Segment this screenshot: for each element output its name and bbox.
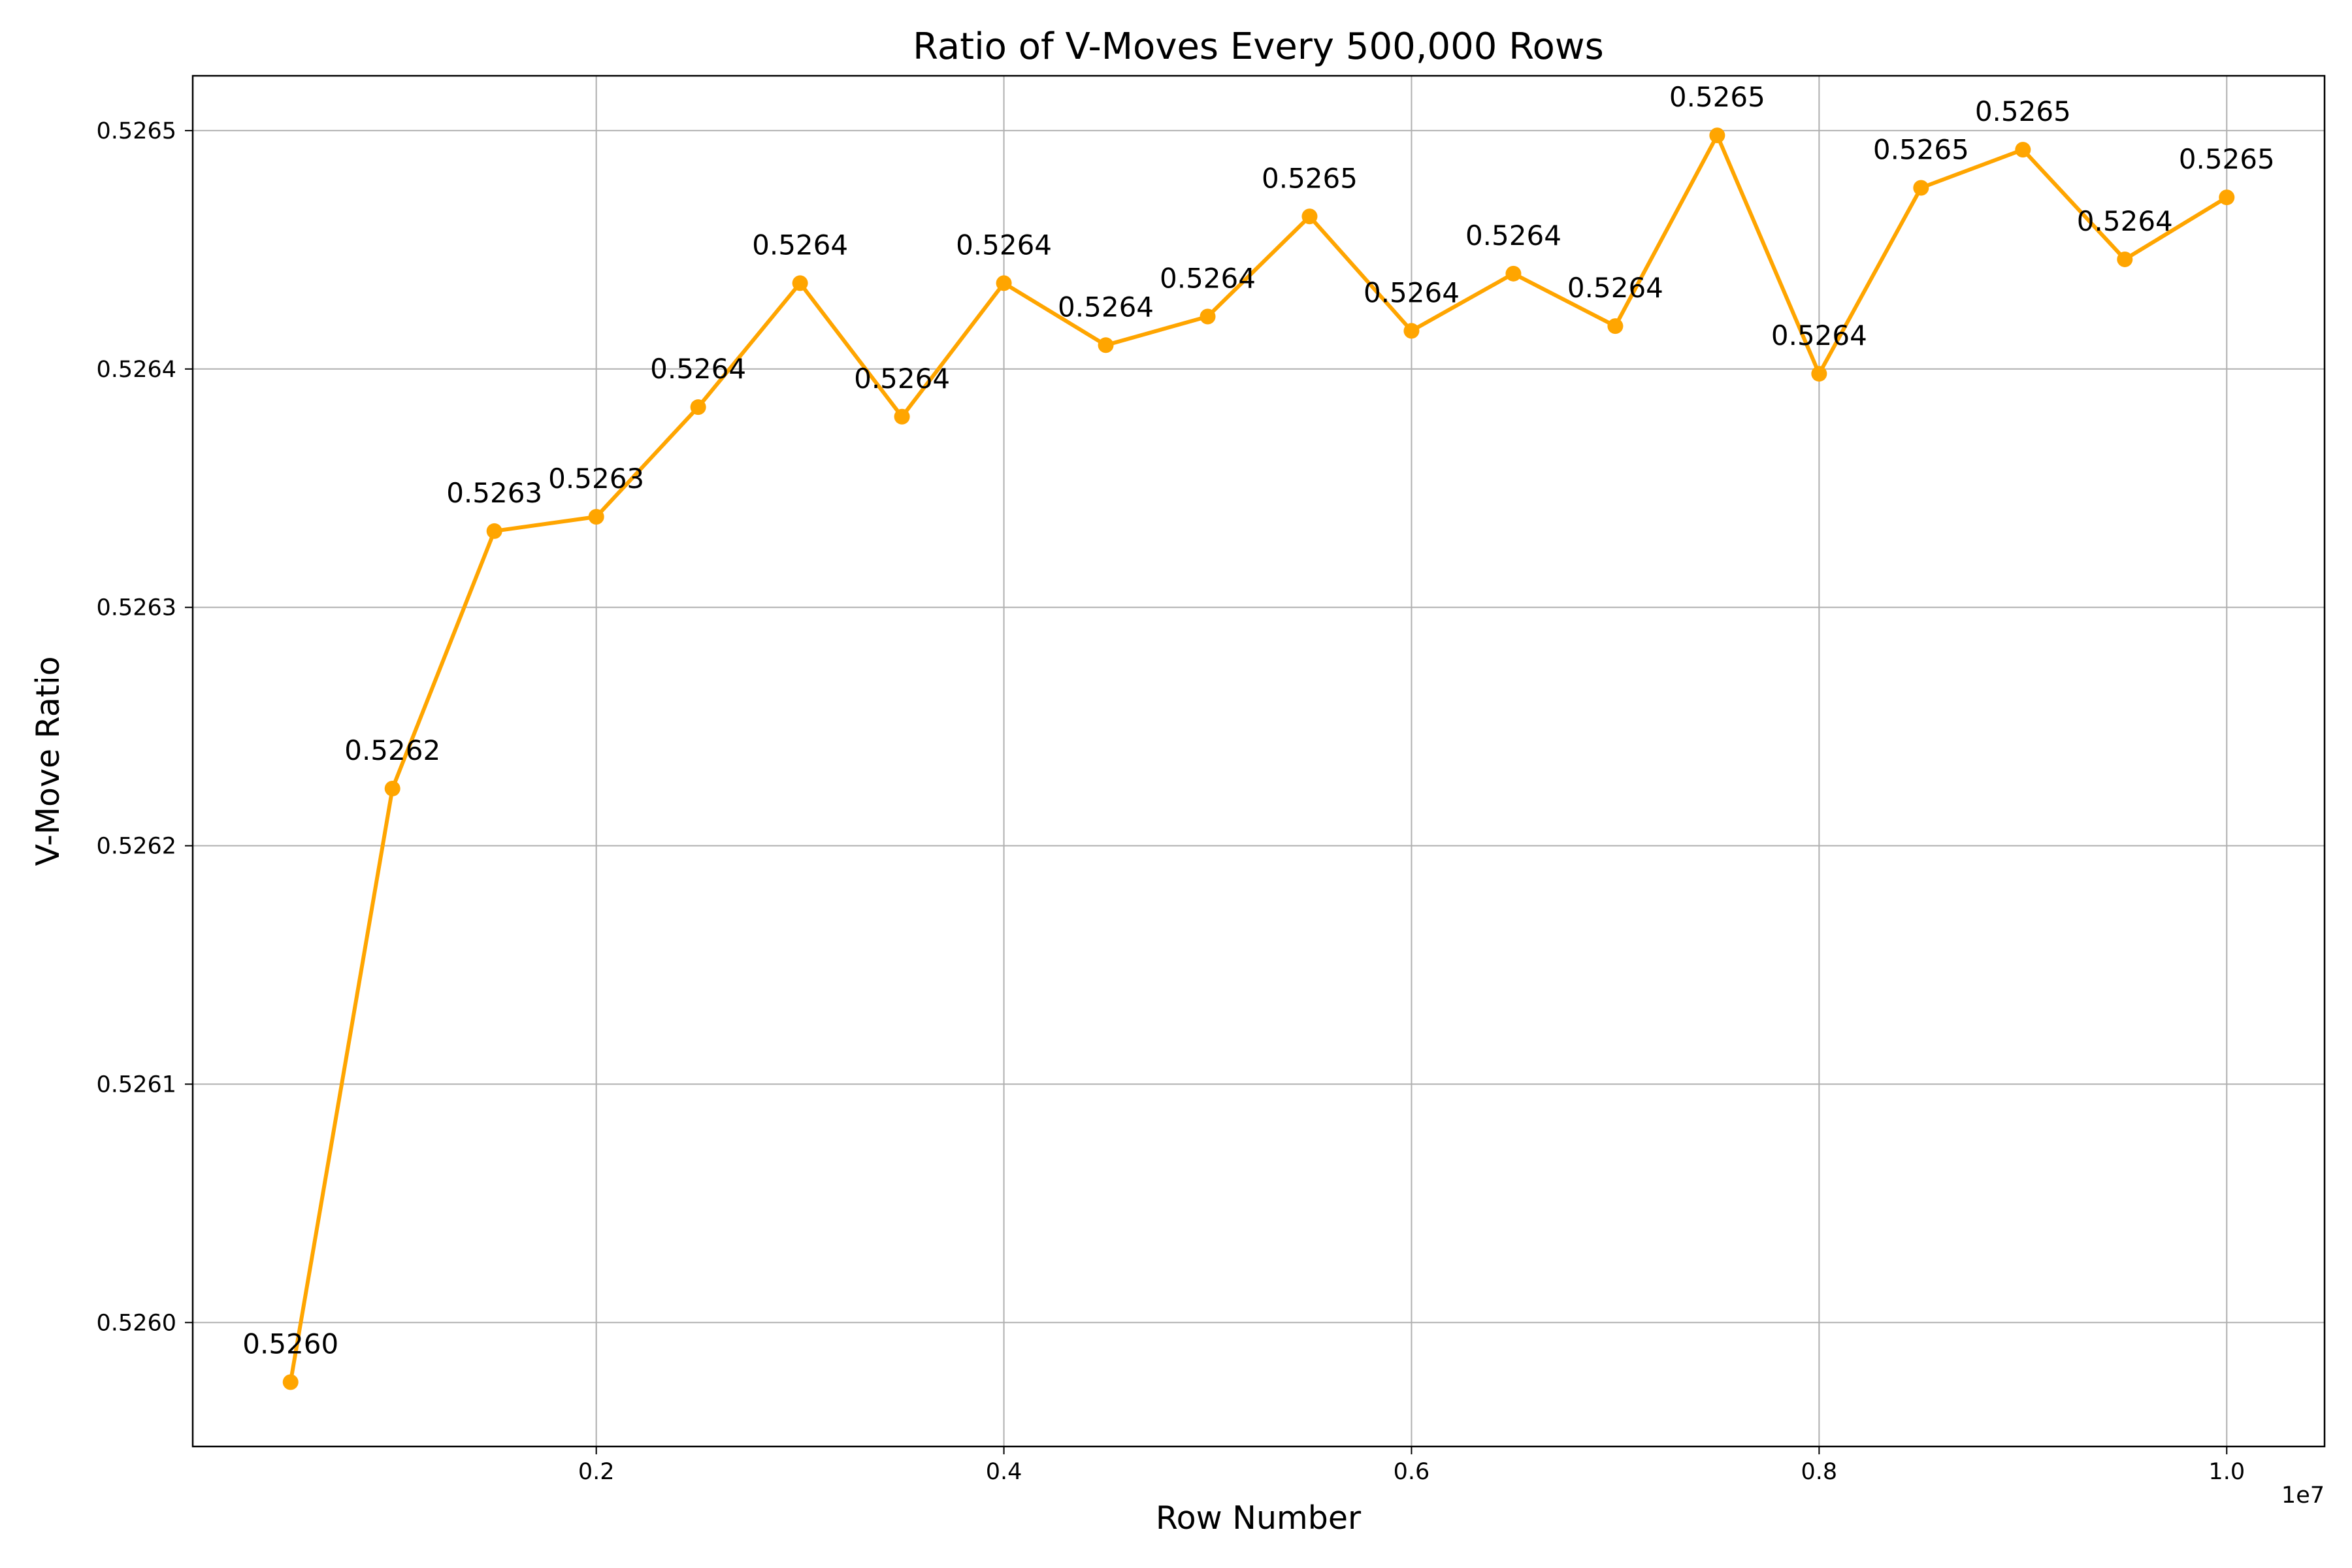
data-point: [2117, 251, 2133, 267]
data-point: [1505, 265, 1522, 282]
data-point: [2015, 142, 2031, 158]
data-point: [690, 399, 706, 416]
data-point: [384, 780, 400, 796]
data-label: 0.5263: [446, 477, 542, 509]
x-tick-label: 0.8: [1801, 1459, 1838, 1485]
data-label: 0.5264: [1771, 319, 1867, 351]
axis-ticks: 0.2 0.4 0.6 0.8 1.00.52600.52610.52620.52630…: [97, 118, 2246, 1485]
data-label: 0.5262: [344, 734, 440, 766]
data-point: [1913, 180, 1929, 196]
x-axis-label: Row Number: [1156, 1499, 1362, 1537]
data-label: 0.5260: [242, 1328, 338, 1360]
data-point: [1709, 127, 1725, 144]
x-axis-offset-label: 1e7: [2281, 1482, 2325, 1509]
data-label: 0.5264: [1567, 272, 1663, 304]
gridlines: [193, 76, 2325, 1446]
data-point: [996, 275, 1012, 291]
plot-area-background: [193, 76, 2325, 1446]
data-point: [894, 408, 910, 425]
chart-title: Ratio of V-Moves Every 500,000 Rows: [913, 25, 1604, 68]
data-point: [486, 523, 502, 539]
data-label: 0.5265: [1262, 162, 1358, 194]
data-label: 0.5264: [650, 353, 746, 385]
y-tick-label: 0.5263: [97, 595, 176, 621]
data-series: [282, 127, 2235, 1390]
data-point: [1403, 323, 1420, 339]
data-label: 0.5264: [1160, 263, 1256, 295]
x-tick-label: 1.0: [2208, 1459, 2245, 1485]
data-label: 0.5264: [1058, 291, 1154, 323]
data-point: [1607, 318, 1624, 335]
data-label: 0.5264: [1364, 276, 1460, 308]
data-label: 0.5264: [752, 229, 848, 261]
data-point: [282, 1374, 299, 1390]
data-label: 0.5265: [1975, 95, 2071, 127]
data-point: [1301, 208, 1318, 225]
y-tick-label: 0.5261: [97, 1071, 176, 1098]
data-point: [2219, 189, 2235, 206]
data-point: [792, 275, 808, 291]
data-point: [1811, 366, 1827, 382]
data-point: [1200, 308, 1216, 325]
y-tick-label: 0.5262: [97, 834, 176, 860]
data-label: 0.5265: [1669, 81, 1765, 113]
y-tick-label: 0.5264: [97, 357, 176, 383]
data-point: [588, 509, 604, 525]
data-label: 0.5264: [956, 229, 1052, 261]
x-tick-label: 0.4: [986, 1459, 1022, 1485]
data-label: 0.5264: [2077, 205, 2173, 237]
y-tick-label: 0.5260: [97, 1310, 176, 1336]
y-tick-label: 0.5265: [97, 118, 176, 144]
data-label: 0.5264: [854, 363, 950, 395]
data-label: 0.5265: [1873, 133, 1969, 165]
data-label: 0.5264: [1465, 220, 1561, 252]
plot-area-frame: [191, 74, 2326, 1448]
data-point: [1098, 337, 1114, 353]
x-tick-label: 0.2: [578, 1459, 615, 1485]
y-axis-label: V-Move Ratio: [29, 656, 67, 866]
series-line: [288, 133, 2228, 1383]
x-tick-label: 0.6: [1394, 1459, 1430, 1485]
data-label: 0.5263: [548, 463, 644, 495]
data-label: 0.5265: [2179, 143, 2275, 175]
